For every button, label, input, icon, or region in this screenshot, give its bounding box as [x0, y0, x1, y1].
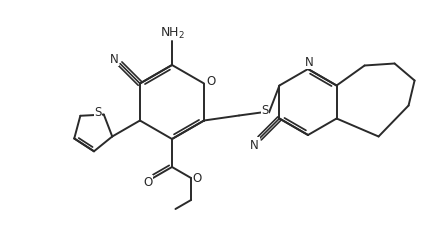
Text: N: N — [250, 138, 258, 151]
Text: O: O — [206, 75, 215, 88]
Text: S: S — [261, 104, 268, 117]
Text: N: N — [304, 56, 312, 69]
Text: N: N — [109, 53, 118, 66]
Text: O: O — [192, 172, 201, 185]
Text: S: S — [94, 106, 101, 118]
Text: O: O — [143, 176, 152, 189]
Text: NH$_2$: NH$_2$ — [159, 25, 184, 40]
